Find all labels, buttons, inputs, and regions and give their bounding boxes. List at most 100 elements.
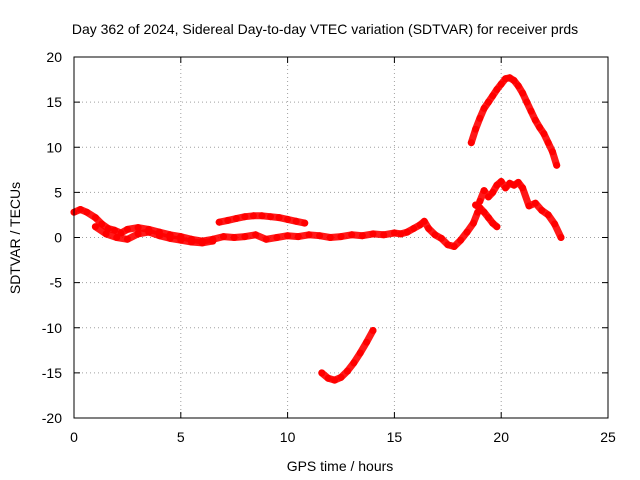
data-point (91, 214, 99, 222)
data-point (369, 327, 377, 334)
data-point (337, 233, 345, 241)
x-tick-label: 0 (70, 429, 78, 445)
x-axis-label: GPS time / hours (287, 458, 394, 474)
y-tick-label: 0 (54, 230, 62, 246)
data-point (420, 217, 428, 225)
data-point (514, 178, 522, 186)
data-point (363, 338, 371, 346)
data-point (493, 86, 501, 93)
y-tick-label: 15 (46, 94, 62, 110)
data-point (91, 223, 99, 231)
y-axis-label: SDTVAR / TECUs (7, 182, 23, 294)
data-point (425, 225, 433, 232)
data-point (544, 211, 552, 219)
data-point (527, 107, 535, 115)
data-point (331, 376, 339, 384)
x-tick-label: 20 (493, 429, 509, 445)
data-point (224, 216, 232, 224)
data-point (155, 232, 163, 240)
data-point (531, 199, 539, 207)
data-point (480, 208, 488, 216)
data-point (275, 214, 283, 222)
data-point (215, 218, 223, 226)
data-point (294, 233, 302, 241)
y-tick-label: -15 (42, 365, 62, 381)
data-point (540, 130, 548, 138)
data-point (380, 231, 388, 239)
data-point (480, 187, 488, 195)
y-tick-label: -10 (42, 320, 62, 336)
data-point (476, 204, 484, 212)
y-tick-label: 5 (54, 184, 62, 200)
data-point (249, 212, 257, 220)
data-point (348, 231, 356, 239)
data-point (467, 139, 475, 147)
data-point (258, 212, 266, 220)
x-tick-label: 15 (387, 429, 403, 445)
data-point (502, 184, 509, 192)
data-point (230, 234, 238, 241)
data-point (557, 234, 565, 241)
data-point (284, 215, 292, 223)
data-point (444, 241, 452, 249)
data-point (544, 139, 552, 147)
data-point (198, 239, 206, 247)
y-tick-label: 10 (46, 139, 62, 155)
data-point (134, 230, 142, 238)
data-point (209, 237, 217, 245)
data-point (111, 226, 119, 234)
data-point (463, 228, 471, 236)
data-point (358, 232, 366, 240)
data-point (292, 217, 300, 225)
data-point (232, 215, 240, 222)
data-point (267, 213, 274, 221)
data-point (531, 116, 539, 124)
data-point (484, 214, 492, 222)
y-tick-label: 20 (46, 49, 62, 65)
y-tick-label: -5 (50, 275, 63, 291)
data-point (410, 225, 418, 232)
data-point (324, 374, 332, 382)
data-point (457, 236, 465, 244)
data-point (480, 104, 488, 112)
data-point (489, 92, 497, 100)
data-point (476, 114, 484, 122)
data-point (318, 369, 326, 377)
data-point (437, 234, 445, 242)
data-point (489, 188, 497, 196)
data-point (469, 219, 477, 227)
data-point (472, 125, 480, 133)
data-point (343, 367, 351, 375)
data-point (551, 220, 559, 228)
data-point (549, 148, 556, 156)
data-point (536, 123, 544, 131)
data-point (523, 98, 531, 106)
data-point (519, 184, 527, 192)
data-point (369, 230, 377, 238)
data-point (134, 224, 142, 232)
data-point (145, 228, 153, 236)
series-layer (70, 74, 565, 384)
x-tick-label: 5 (177, 429, 185, 445)
data-point (113, 234, 121, 241)
series-high-arc (467, 74, 561, 169)
data-point (305, 231, 313, 239)
data-point (514, 82, 522, 90)
data-point (519, 89, 527, 97)
data-point (356, 349, 364, 357)
data-point (484, 193, 492, 201)
chart-title: Day 362 of 2024, Sidereal Day-to-day VTE… (72, 21, 578, 37)
data-point (326, 234, 334, 241)
axis-ticks: 0 5 10 15 20 25 -20 -15 -10 -5 0 5 10 15 20 (42, 49, 616, 445)
data-point (403, 228, 411, 236)
data-point (450, 243, 458, 250)
data-point (220, 233, 227, 241)
data-point (252, 231, 260, 239)
data-point (284, 232, 292, 240)
data-point (510, 77, 518, 84)
x-tick-label: 25 (600, 429, 616, 445)
data-point (83, 208, 91, 216)
data-point (397, 230, 405, 238)
data-point (166, 234, 174, 242)
data-point (301, 219, 309, 227)
